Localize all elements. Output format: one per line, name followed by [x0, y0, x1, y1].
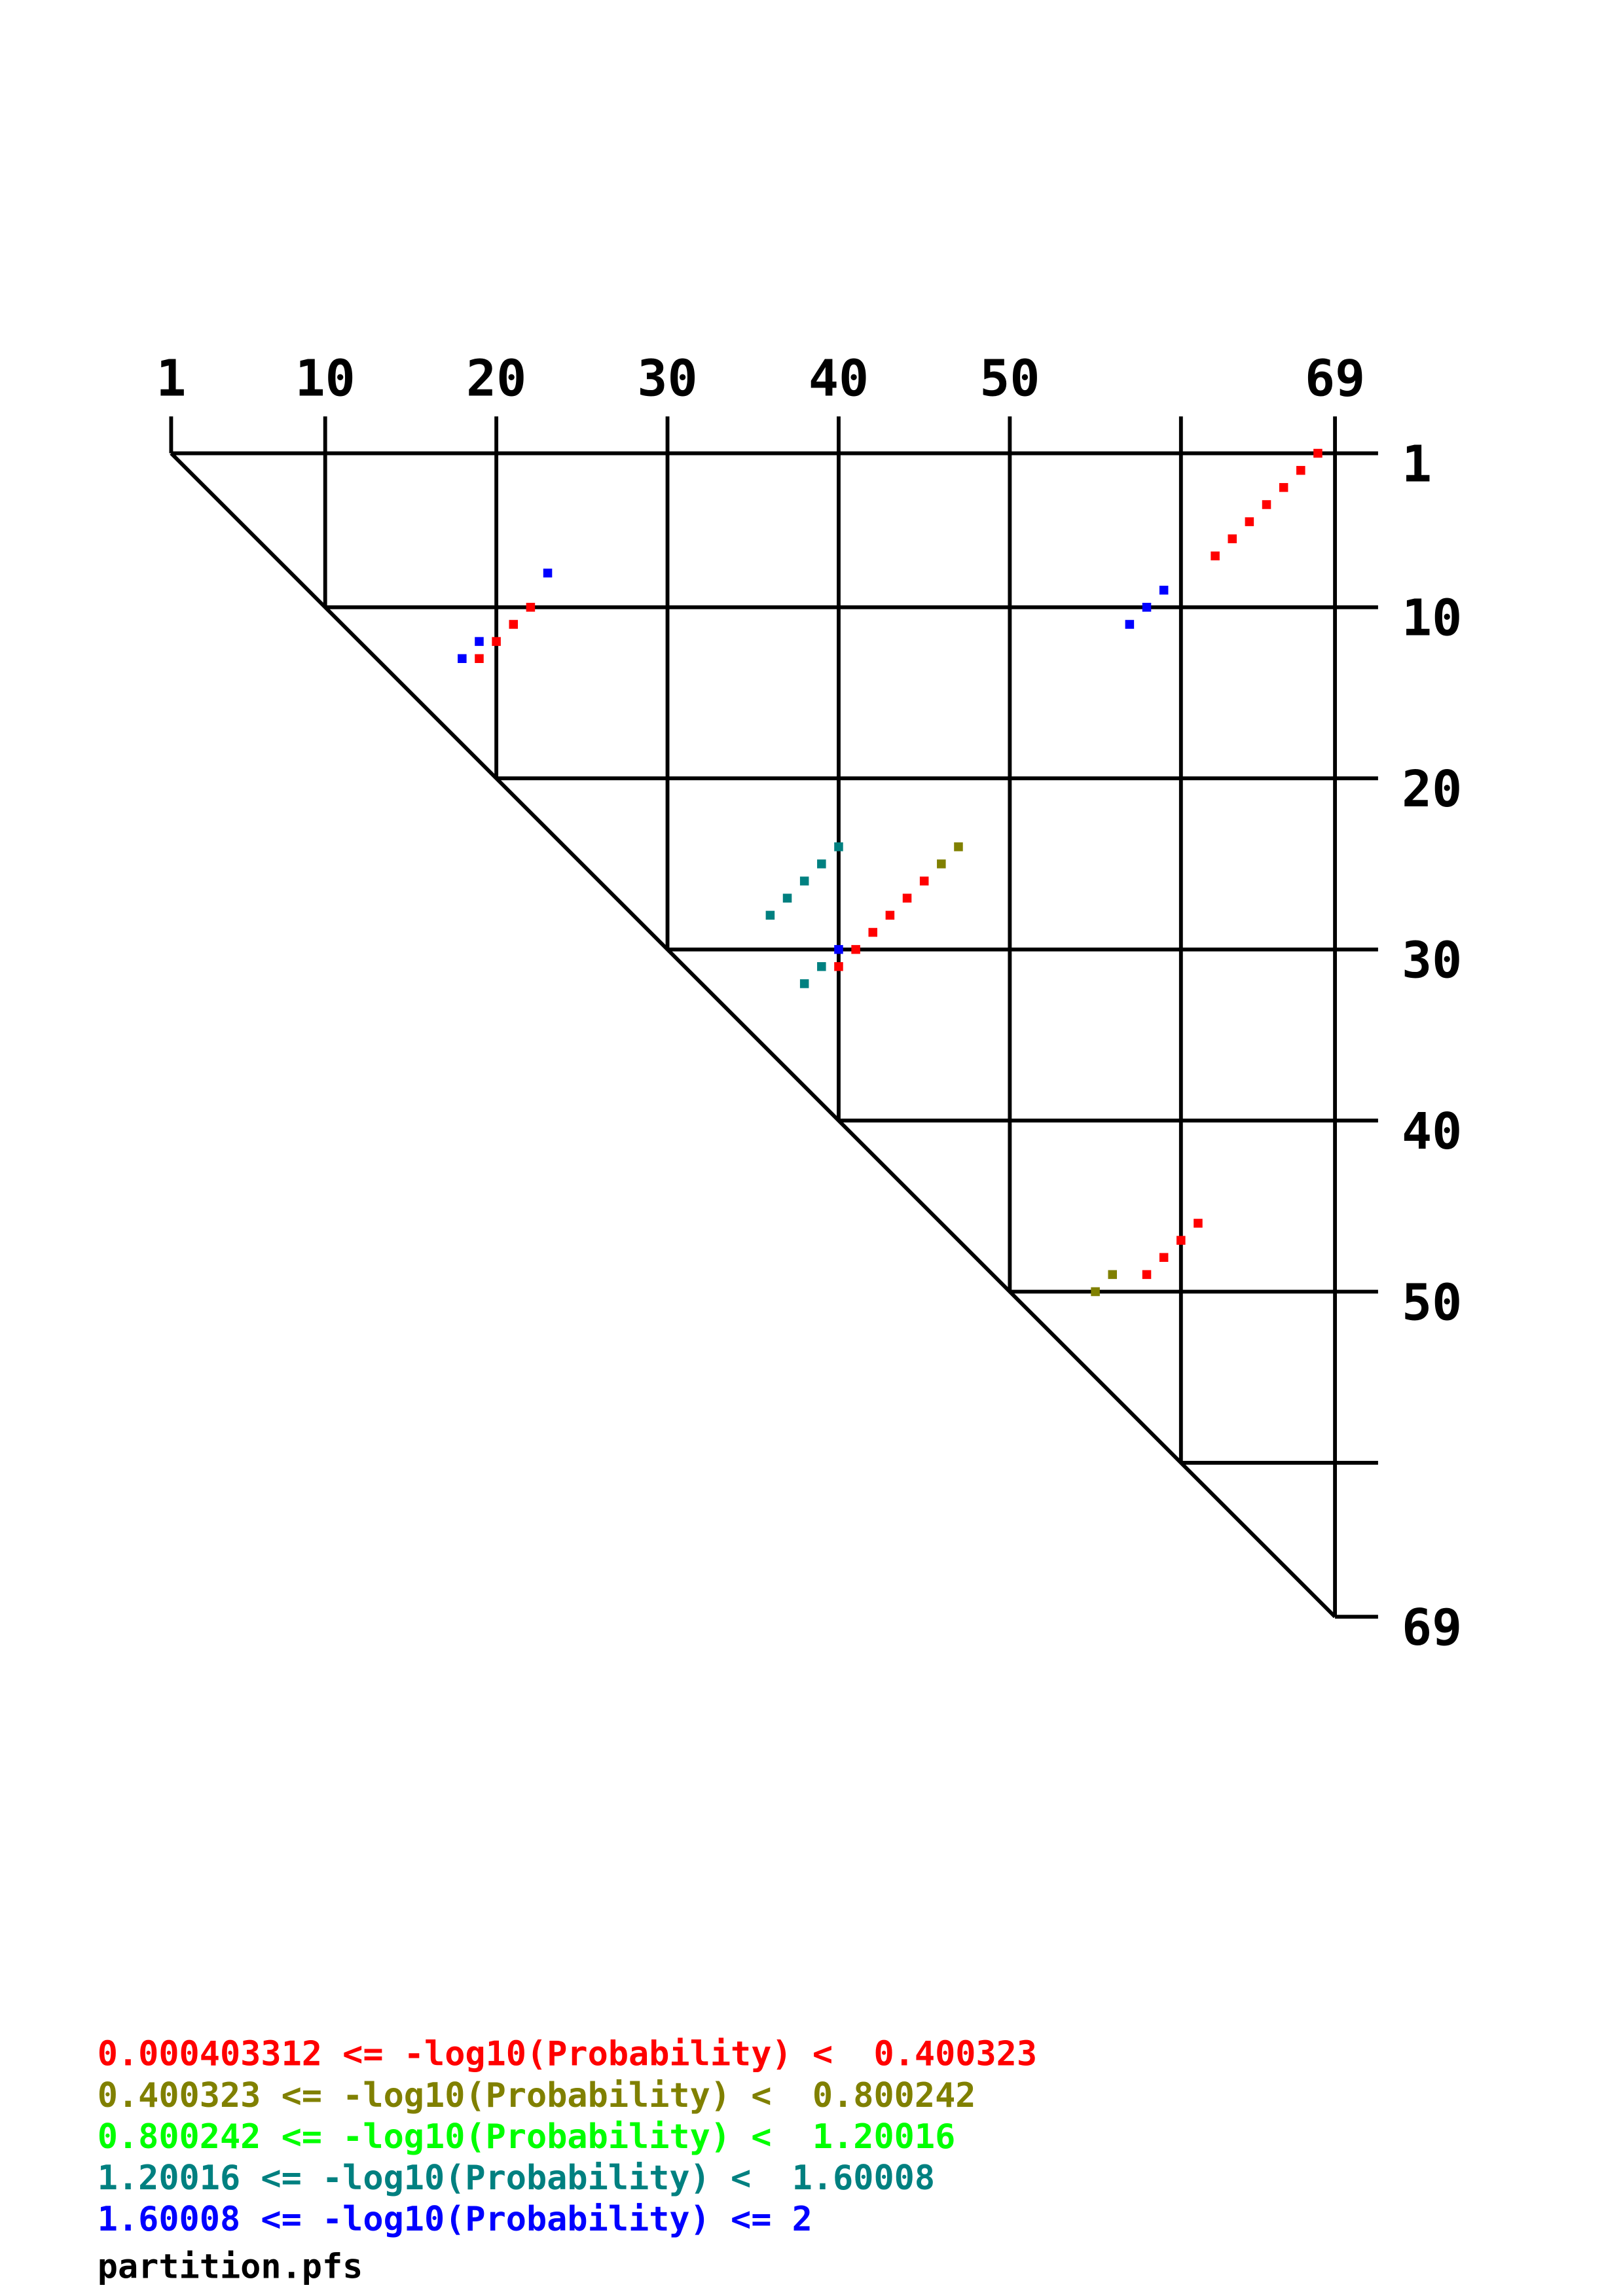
probability-dot: [1159, 1253, 1169, 1262]
probability-dot: [1176, 1236, 1186, 1245]
right-tick-label: 69: [1402, 1599, 1462, 1657]
legend-entry: 1.60008 <= -log10(Probability) <= 2: [98, 2200, 812, 2239]
probability-dot: [1262, 500, 1271, 509]
right-tick-label: 50: [1402, 1274, 1462, 1332]
right-tick-label: 10: [1402, 590, 1462, 648]
legend-entry: 0.800242 <= -log10(Probability) < 1.2001…: [98, 2117, 956, 2157]
dots: [458, 448, 1322, 1297]
probability-dot: [1159, 585, 1169, 595]
probability-dot: [1125, 620, 1135, 629]
probability-dot: [1142, 603, 1152, 612]
probability-dot: [765, 910, 775, 920]
right-tick-label: 30: [1402, 931, 1462, 990]
probability-dot: [902, 893, 912, 903]
probability-dot: [817, 962, 826, 971]
filename-label: partition.pfs: [98, 2247, 363, 2286]
grid: [169, 416, 1378, 1619]
tick-labels: 1 10 20 30 40 50 69 1 10 20 30 40 50 69: [156, 350, 1462, 1657]
probability-dot: [937, 859, 946, 869]
probability-dot: [1194, 1219, 1203, 1228]
probability-dot: [475, 637, 484, 646]
probability-dot: [919, 876, 929, 886]
probability-dot: [543, 568, 553, 578]
right-tick-label: 20: [1402, 761, 1462, 819]
probability-dot: [1108, 1270, 1118, 1280]
top-tick-label: 50: [979, 350, 1040, 408]
probability-dot: [834, 962, 843, 971]
right-tick-label: 1: [1402, 435, 1432, 493]
probability-dot: [868, 927, 878, 937]
probability-dot: [834, 842, 843, 852]
probability-dot: [834, 944, 843, 954]
probability-dot: [817, 859, 826, 869]
probability-dot: [782, 893, 792, 903]
legend: 0.000403312 <= -log10(Probability) < 0.4…: [98, 2035, 1037, 2239]
legend-entry: 0.400323 <= -log10(Probability) < 0.8002…: [98, 2076, 976, 2115]
probability-dot: [1313, 448, 1322, 458]
legend-entry: 0.000403312 <= -log10(Probability) < 0.4…: [98, 2035, 1037, 2074]
top-tick-label: 69: [1305, 350, 1365, 408]
probability-dot: [1142, 1270, 1152, 1280]
probability-dot: [492, 637, 501, 646]
probability-dot: [1211, 551, 1220, 561]
probability-dot: [526, 603, 536, 612]
probability-dot: [458, 654, 467, 664]
right-tick-label: 40: [1402, 1103, 1462, 1161]
probability-dot: [799, 876, 809, 886]
probability-dot: [851, 944, 860, 954]
top-tick-label: 40: [809, 350, 869, 408]
diagonal-line: [170, 452, 1337, 1619]
probability-dot: [1245, 517, 1254, 526]
top-tick-label: 10: [295, 350, 356, 408]
top-tick-label: 30: [637, 350, 697, 408]
legend-entry: 1.20016 <= -log10(Probability) < 1.60008: [98, 2159, 935, 2198]
probability-dot: [509, 620, 519, 629]
probability-dot: [885, 910, 895, 920]
top-tick-label: 20: [466, 350, 526, 408]
probability-dot: [1228, 534, 1237, 544]
top-tick-label: 1: [156, 350, 186, 408]
probability-dot: [1091, 1287, 1100, 1297]
probability-dot: [1296, 465, 1305, 475]
probability-dot: [475, 654, 484, 664]
probability-dot: [1279, 483, 1288, 492]
probability-dot: [954, 842, 963, 852]
probability-dot: [799, 979, 809, 988]
